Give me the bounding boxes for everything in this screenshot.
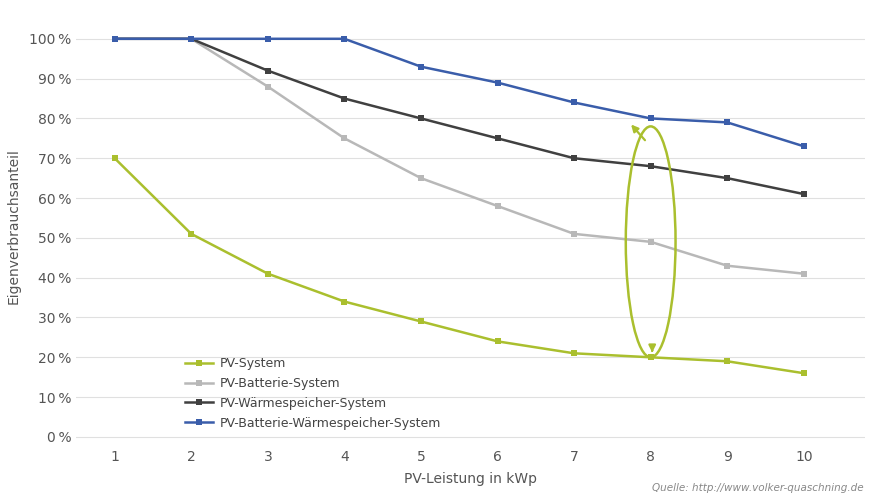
PV-System [186,231,196,237]
PV-Batterie-Wärmespeicher-System [569,100,579,106]
PV-Batterie-System [186,36,196,42]
PV-Batterie-Wärmespeicher-System [262,36,273,42]
PV-System [416,319,426,325]
PV-Batterie-System [722,263,732,269]
X-axis label: PV-Leistung in kWp: PV-Leistung in kWp [405,472,537,486]
PV-Batterie-Wärmespeicher-System [416,64,426,70]
PV-Batterie-System [416,175,426,181]
Text: Quelle: http://www.volker-quaschning.de: Quelle: http://www.volker-quaschning.de [651,483,863,493]
PV-Batterie-Wärmespeicher-System [722,120,732,125]
PV-Wärmespeicher-System [186,36,196,42]
Legend: PV-System, PV-Batterie-System, PV-Wärmespeicher-System, PV-Batterie-Wärmespeiche: PV-System, PV-Batterie-System, PV-Wärmes… [185,357,441,430]
PV-Wärmespeicher-System [339,96,350,102]
PV-Batterie-Wärmespeicher-System [339,36,350,42]
PV-System [645,354,656,360]
PV-Wärmespeicher-System [416,116,426,122]
PV-Wärmespeicher-System [569,155,579,161]
PV-Wärmespeicher-System [493,135,503,141]
PV-System [799,370,809,376]
PV-Batterie-System [110,36,120,42]
PV-Wärmespeicher-System [645,163,656,169]
PV-Batterie-System [262,84,273,90]
PV-Wärmespeicher-System [262,68,273,74]
PV-Batterie-Wärmespeicher-System [186,36,196,42]
PV-System [493,338,503,344]
PV-Wärmespeicher-System [722,175,732,181]
PV-System [110,155,120,161]
Line: PV-System: PV-System [112,155,807,376]
PV-System [569,350,579,356]
PV-Wärmespeicher-System [799,191,809,197]
PV-Batterie-Wärmespeicher-System [645,116,656,122]
Line: PV-Batterie-System: PV-Batterie-System [112,35,807,277]
PV-System [722,358,732,364]
PV-Batterie-Wärmespeicher-System [110,36,120,42]
PV-Batterie-System [339,135,350,141]
PV-Wärmespeicher-System [110,36,120,42]
Y-axis label: Eigenverbrauchsanteil: Eigenverbrauchsanteil [7,148,21,304]
PV-Batterie-System [569,231,579,237]
PV-Batterie-Wärmespeicher-System [493,80,503,86]
Line: PV-Batterie-Wärmespeicher-System: PV-Batterie-Wärmespeicher-System [112,35,807,150]
Line: PV-Wärmespeicher-System: PV-Wärmespeicher-System [112,35,807,198]
PV-System [339,299,350,305]
PV-Batterie-System [645,239,656,245]
PV-Batterie-System [799,271,809,277]
PV-System [262,271,273,277]
PV-Batterie-System [493,203,503,209]
PV-Batterie-Wärmespeicher-System [799,143,809,149]
